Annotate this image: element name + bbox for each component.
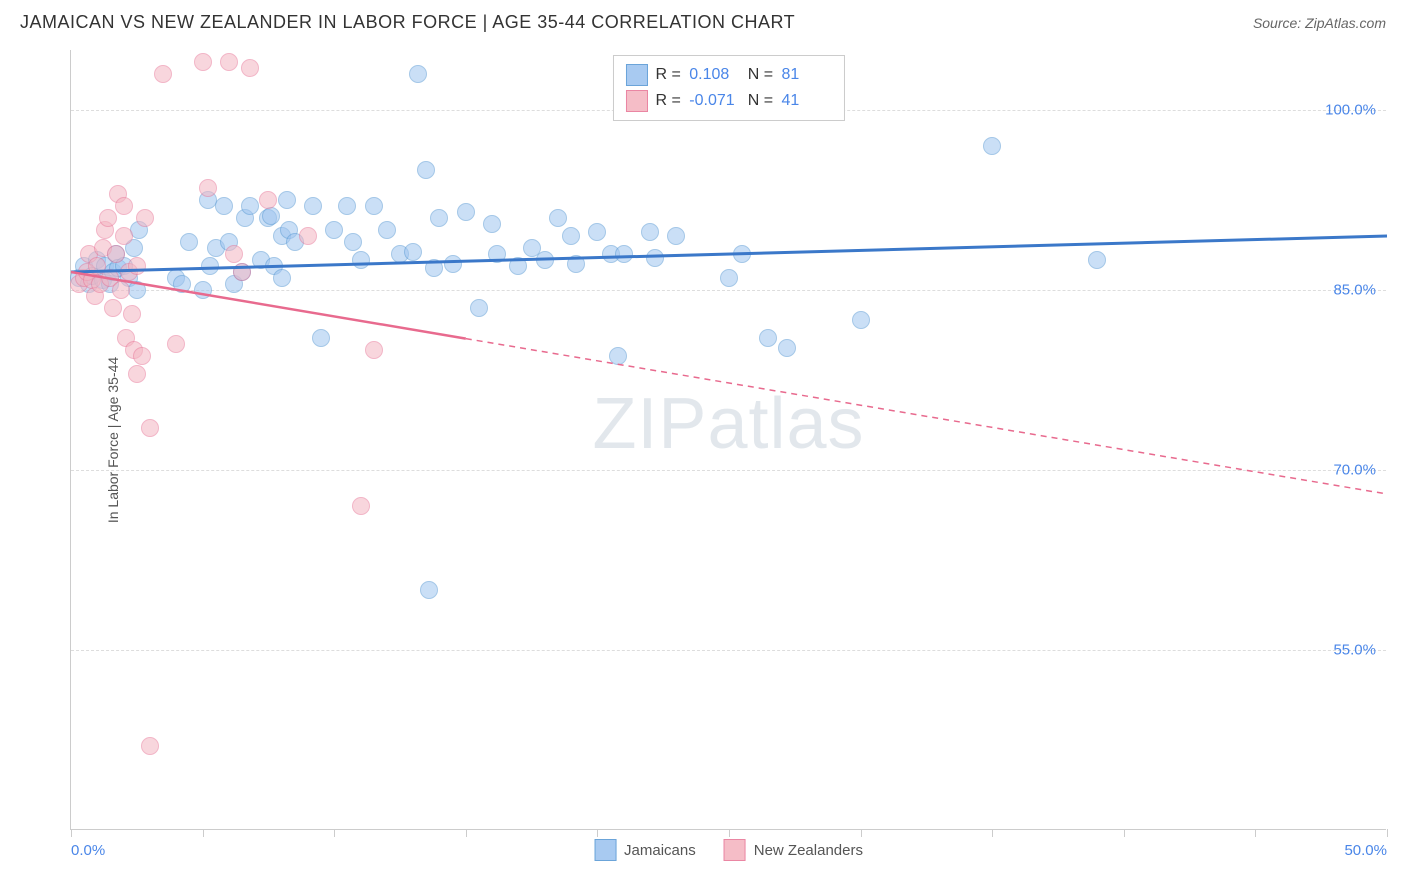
x-tick (1387, 829, 1388, 837)
x-tick (203, 829, 204, 837)
correlation-legend: R = 0.108 N = 81 R = -0.071 N = 41 (612, 55, 844, 121)
legend-item: New Zealanders (724, 839, 863, 861)
legend-item: Jamaicans (594, 839, 696, 861)
x-tick (334, 829, 335, 837)
chart-title: JAMAICAN VS NEW ZEALANDER IN LABOR FORCE… (20, 12, 795, 33)
source-label: Source: ZipAtlas.com (1253, 15, 1386, 31)
x-tick (71, 829, 72, 837)
series-legend: Jamaicans New Zealanders (594, 839, 863, 861)
plot-area: ZIPatlas R = 0.108 N = 81R = -0.071 N = … (70, 50, 1386, 830)
trendline (71, 50, 1387, 830)
chart-container: In Labor Force | Age 35-44 ZIPatlas R = … (50, 50, 1386, 830)
x-tick-label: 0.0% (71, 842, 105, 859)
x-tick (1255, 829, 1256, 837)
x-tick (466, 829, 467, 837)
x-tick (597, 829, 598, 837)
x-tick-label: 50.0% (1344, 842, 1387, 859)
legend-text: R = -0.071 N = 41 (655, 92, 831, 110)
legend-swatch (594, 839, 616, 861)
legend-row: R = -0.071 N = 41 (625, 88, 831, 114)
x-tick (729, 829, 730, 837)
legend-row: R = 0.108 N = 81 (625, 62, 831, 88)
legend-label: New Zealanders (754, 842, 863, 859)
x-tick (992, 829, 993, 837)
legend-swatch (625, 64, 647, 86)
legend-label: Jamaicans (624, 842, 696, 859)
legend-swatch (724, 839, 746, 861)
x-tick (1124, 829, 1125, 837)
x-tick (861, 829, 862, 837)
legend-text: R = 0.108 N = 81 (655, 66, 831, 84)
legend-swatch (625, 90, 647, 112)
